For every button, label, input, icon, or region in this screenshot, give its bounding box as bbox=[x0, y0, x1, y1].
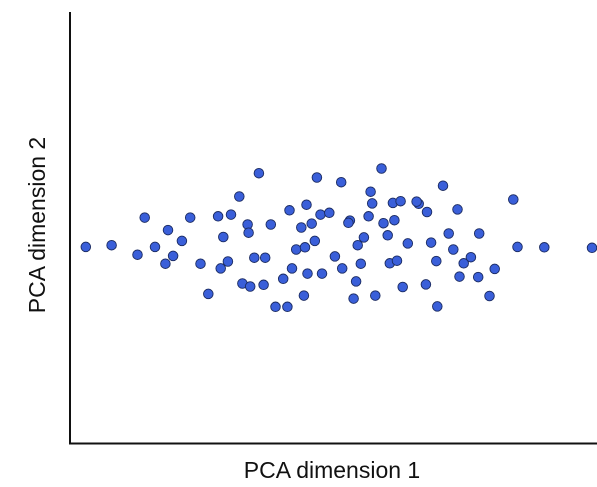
data-point bbox=[282, 301, 293, 313]
data-point bbox=[222, 256, 234, 267]
data-point bbox=[382, 230, 393, 241]
data-point bbox=[244, 281, 256, 292]
data-point bbox=[286, 263, 298, 274]
data-point bbox=[489, 263, 500, 275]
data-point bbox=[586, 242, 597, 254]
data-point bbox=[277, 273, 289, 285]
data-point bbox=[411, 196, 422, 207]
data-point bbox=[437, 180, 449, 191]
data-point bbox=[298, 290, 310, 301]
data-point bbox=[302, 268, 313, 279]
data-point bbox=[458, 258, 469, 269]
data-point bbox=[472, 271, 484, 283]
data-point bbox=[465, 251, 477, 263]
data-point bbox=[425, 237, 437, 248]
data-point bbox=[315, 209, 326, 220]
data-point bbox=[270, 301, 281, 313]
data-point bbox=[391, 255, 403, 266]
data-point bbox=[249, 252, 260, 263]
data-point bbox=[443, 228, 454, 239]
data-point bbox=[402, 238, 414, 249]
data-point bbox=[366, 198, 378, 209]
data-point bbox=[258, 279, 269, 291]
data-point bbox=[299, 242, 311, 253]
data-point bbox=[454, 271, 465, 282]
data-point bbox=[395, 195, 406, 207]
data-point bbox=[343, 217, 354, 229]
data-point bbox=[290, 244, 302, 255]
data-point bbox=[324, 207, 335, 219]
data-point bbox=[448, 244, 459, 255]
data-point bbox=[306, 218, 317, 229]
data-point bbox=[167, 250, 179, 262]
data-point bbox=[162, 224, 174, 236]
data-point bbox=[431, 255, 442, 267]
data-point bbox=[335, 176, 347, 188]
data-point bbox=[397, 281, 408, 293]
data-point bbox=[352, 239, 363, 251]
data-point bbox=[508, 194, 519, 205]
data-point bbox=[350, 276, 362, 287]
data-point bbox=[512, 241, 523, 253]
data-point bbox=[473, 228, 485, 239]
data-point bbox=[336, 263, 348, 274]
data-point bbox=[329, 251, 341, 262]
data-point bbox=[432, 301, 443, 312]
data-point bbox=[106, 239, 117, 251]
data-point bbox=[80, 241, 92, 253]
data-point bbox=[212, 211, 224, 222]
data-point bbox=[301, 199, 312, 210]
data-point bbox=[176, 235, 188, 247]
y-axis-label: PCA dimension 2 bbox=[24, 137, 50, 313]
data-point bbox=[243, 227, 254, 238]
data-point bbox=[265, 219, 277, 230]
data-point bbox=[363, 211, 374, 222]
data-point bbox=[389, 214, 400, 226]
data-point bbox=[311, 172, 323, 183]
data-point bbox=[539, 242, 550, 253]
data-point bbox=[355, 258, 367, 269]
data-point bbox=[203, 288, 214, 300]
data-points bbox=[80, 163, 597, 313]
data-point bbox=[225, 209, 237, 220]
data-point bbox=[253, 167, 265, 179]
data-point bbox=[370, 290, 381, 301]
data-point bbox=[132, 249, 143, 260]
data-point bbox=[421, 206, 433, 218]
data-point bbox=[259, 252, 271, 263]
data-point bbox=[160, 258, 171, 269]
data-point bbox=[376, 163, 387, 174]
data-point bbox=[149, 241, 161, 253]
data-point bbox=[139, 212, 150, 223]
data-point bbox=[316, 268, 328, 279]
data-point bbox=[284, 205, 295, 216]
data-point bbox=[452, 204, 463, 215]
data-point bbox=[309, 235, 321, 247]
data-point bbox=[358, 232, 370, 243]
data-point bbox=[365, 186, 376, 197]
data-point bbox=[184, 212, 196, 223]
x-axis-label: PCA dimension 1 bbox=[244, 457, 420, 483]
data-point bbox=[296, 222, 307, 233]
data-point bbox=[348, 293, 359, 304]
data-point bbox=[215, 263, 226, 274]
data-point bbox=[484, 290, 495, 302]
data-point bbox=[234, 191, 245, 202]
data-point bbox=[378, 217, 389, 229]
data-point bbox=[420, 279, 432, 290]
data-point bbox=[195, 258, 206, 269]
data-point bbox=[218, 231, 229, 243]
